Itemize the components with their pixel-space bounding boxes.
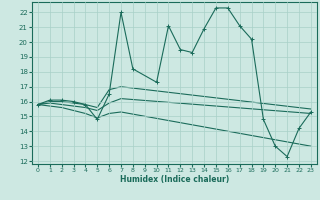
X-axis label: Humidex (Indice chaleur): Humidex (Indice chaleur) <box>120 175 229 184</box>
